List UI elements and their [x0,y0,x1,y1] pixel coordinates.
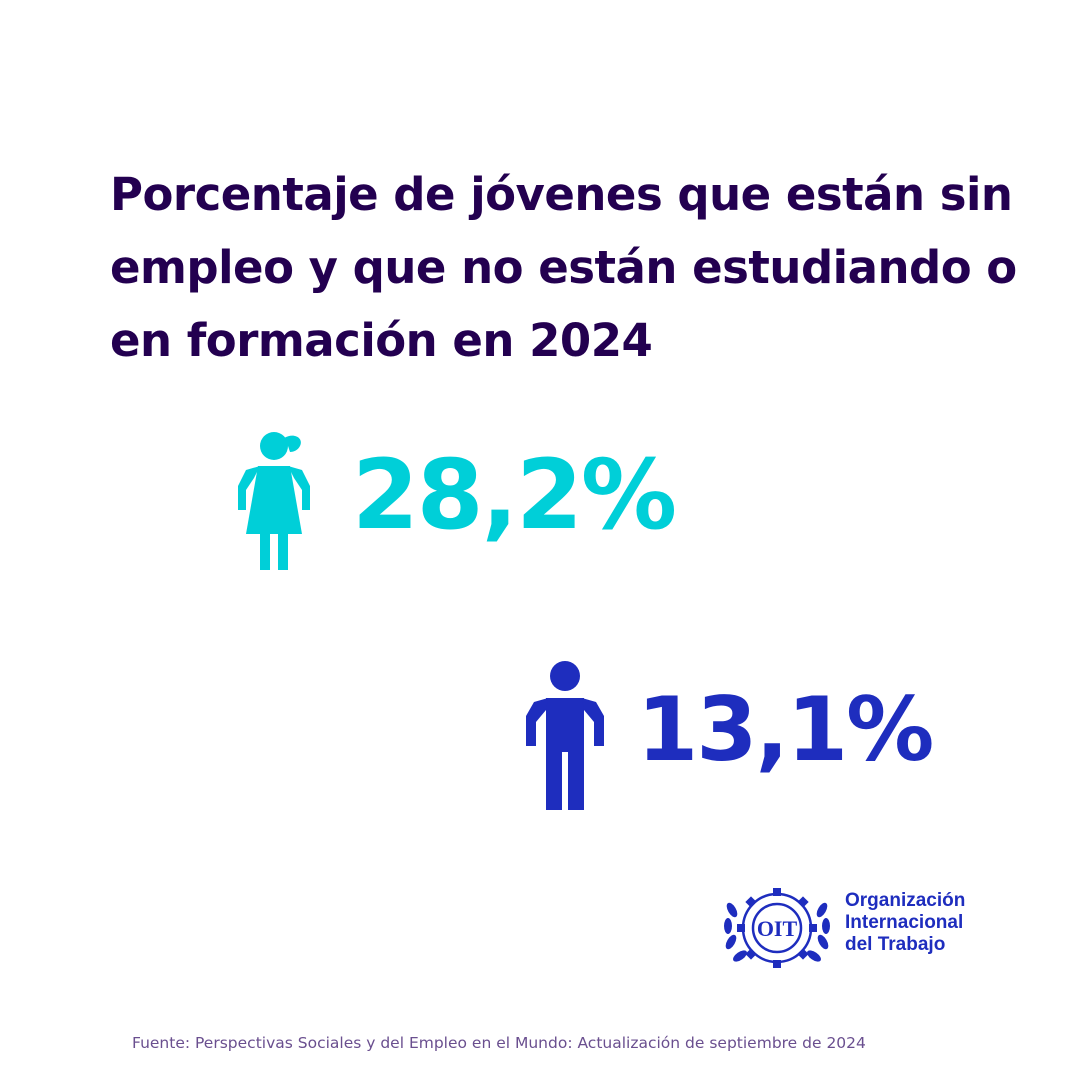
title-line-3: en formación en 2024 [110,314,653,367]
organization-name-line-1: Organización [845,890,966,911]
title-line-2: empleo y que no están estudiando o [110,241,1017,294]
source-note: Fuente: Perspectivas Sociales y del Empl… [132,1034,866,1052]
organization-name-line-3: del Trabajo [845,934,946,955]
female-percentage: 28,2% [352,439,677,551]
oit-logo-text: OIT [757,916,798,941]
page-title: Porcentaje de jóvenes que están sin empl… [110,158,1030,377]
male-figure-icon [526,661,604,810]
organization-name-line-2: Internacional [845,912,964,933]
oit-logo-icon: OIT [724,888,830,968]
title-line-1: Porcentaje de jóvenes que están sin [110,168,1013,221]
organization-name: Organización Internacional del Trabajo [845,890,965,956]
male-percentage: 13,1% [637,678,934,781]
female-figure-icon [238,432,310,570]
